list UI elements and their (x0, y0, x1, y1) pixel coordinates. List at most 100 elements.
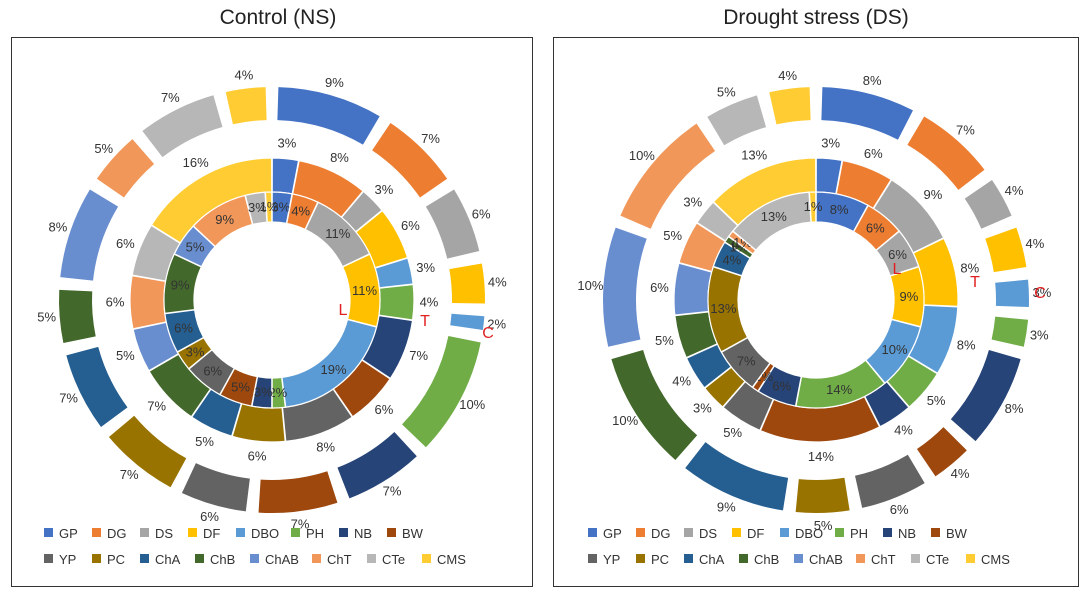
control-label-L-ChT: 9% (215, 212, 234, 227)
drought-ring-C-DF (985, 227, 1027, 273)
legend-label-DF: DF (203, 526, 220, 541)
drought-ring-C-DS (964, 180, 1012, 229)
control-label-C-NB: 7% (383, 483, 402, 498)
control-label-C-DS: 6% (472, 206, 491, 221)
legend-swatch-ChB (739, 554, 748, 563)
control-label-C-CTe: 7% (161, 90, 180, 105)
control-label-T-GP: 3% (278, 136, 297, 151)
legend-label-CMS: CMS (437, 552, 466, 567)
drought-label-T-PC: 3% (693, 400, 712, 415)
legend-label-ChAB: ChAB (265, 552, 299, 567)
legend-swatch-DG (636, 528, 645, 537)
drought-ring-C-ChT (620, 123, 716, 229)
drought-ring-C-DBO (995, 279, 1029, 307)
drought-ring-name-T: T (970, 274, 980, 291)
legend-swatch-YP (44, 554, 53, 563)
legend-label-DG: DG (107, 526, 127, 541)
legend-control: GP DG DS DF DBO PH NB BW YP PC ChA ChB ChAB ChT CTe CMS (44, 526, 466, 567)
drought-label-T-DF: 8% (960, 260, 979, 275)
legend-swatch-CMS (966, 554, 975, 563)
control-label-C-ChAB: 8% (49, 219, 68, 234)
control-ring-C-PH (402, 335, 481, 448)
drought-label-C-PC: 5% (814, 518, 833, 533)
control-ring-C-BW (258, 471, 338, 513)
legend-label-ChT: ChT (871, 552, 896, 567)
drought-label-L-CTe: 13% (761, 209, 787, 224)
drought-label-C-BW: 4% (951, 466, 970, 481)
drought-label-T-GP: 3% (821, 136, 840, 151)
control-label-C-ChB: 5% (37, 310, 56, 325)
control-label-L-ChB: 9% (171, 277, 190, 292)
control-ring-C-ChB (59, 289, 96, 344)
control-ring-C-DG (372, 122, 448, 198)
drought-label-L-DG: 6% (866, 220, 885, 235)
control-label-C-GP: 9% (325, 75, 344, 90)
legend-label-PH: PH (306, 526, 324, 541)
legend-swatch-DBO (780, 528, 789, 537)
drought-label-C-DS: 4% (1005, 183, 1024, 198)
control-ring-L-CMS (264, 191, 273, 223)
drought-label-C-CTe: 5% (717, 85, 736, 100)
drought-ring-name-C: C (1034, 285, 1046, 302)
drought-ring-C-DG (907, 116, 985, 190)
legend-label-NB: NB (354, 526, 372, 541)
control-label-T-CMS: 16% (183, 155, 209, 170)
drought-label-T-ChAB: 6% (650, 280, 669, 295)
control-ring-C-NB (337, 431, 417, 499)
drought-ring-C-GP (821, 87, 913, 140)
legend-label-ChT: ChT (327, 552, 352, 567)
legend-swatch-PH (835, 528, 844, 537)
drought-label-T-ChT: 5% (663, 228, 682, 243)
control-label-L-YP: 6% (203, 364, 222, 379)
control-label-L-PH: 2% (268, 385, 287, 400)
control-label-L-ChAB: 5% (186, 240, 205, 255)
legend-swatch-ChAB (794, 554, 803, 563)
legend-swatch-ChA (684, 554, 693, 563)
drought-label-T-DBO: 8% (957, 338, 976, 353)
drought-label-C-CMS: 4% (778, 68, 797, 83)
legend-swatch-DG (92, 528, 101, 537)
drought-label-L-GP: 8% (830, 202, 849, 217)
drought-label-T-CMS: 13% (741, 148, 767, 163)
drought-label-T-YP: 5% (723, 425, 742, 440)
control-label-L-DG: 4% (291, 204, 310, 219)
control-label-L-NB: 3% (254, 385, 273, 400)
drought-label-C-ChT: 10% (629, 148, 655, 163)
drought-ring-C-BW (916, 427, 967, 477)
control-ring-C-ChT (96, 139, 155, 198)
legend-swatch-PC (636, 554, 645, 563)
donut-chart-control: 9% 7% 6% 4% 2% 10% 7% 7% 6% 7% 7% 5% 8% 5% 7% 4% C 3% 8% 3%… (37, 68, 507, 532)
legend-label-ChB: ChB (210, 552, 235, 567)
panel-drought (553, 37, 1079, 587)
legend-drought: GP DG DS DF DBO PH NB BW YP PC ChA ChB ChAB ChT CTe CMS (588, 526, 1010, 567)
drought-ring-C-NB (950, 349, 1021, 442)
control-label-L-BW: 5% (231, 380, 250, 395)
legend-label-BW: BW (402, 526, 424, 541)
drought-label-C-PH: 3% (1030, 327, 1049, 342)
drought-label-T-PH: 5% (927, 393, 946, 408)
control-ring-C-CTe (142, 95, 223, 158)
control-label-C-CMS: 4% (235, 68, 254, 83)
drought-label-L-YP: 7% (737, 354, 756, 369)
control-ring-C-CMS (225, 87, 267, 125)
control-label-T-NB: 7% (409, 348, 428, 363)
control-ring-name-L: L (339, 302, 348, 319)
control-label-T-ChT: 6% (106, 294, 125, 309)
legend-swatch-ChB (195, 554, 204, 563)
legend-swatch-ChT (312, 554, 321, 563)
control-ring-C-YP (181, 463, 250, 512)
drought-ring-C-YP (855, 454, 925, 508)
control-label-L-ChA: 6% (174, 321, 193, 336)
control-ring-C-DS (425, 189, 480, 259)
drought-label-C-DG: 7% (956, 122, 975, 137)
legend-label-ChA: ChA (699, 552, 725, 567)
drought-label-C-YP: 6% (890, 502, 909, 517)
legend-swatch-BW (931, 528, 940, 537)
drought-ring-name-L: L (893, 261, 902, 278)
control-label-C-PH: 10% (459, 397, 485, 412)
control-label-C-PC: 7% (120, 467, 139, 482)
legend-label-CMS: CMS (981, 552, 1010, 567)
control-label-T-ChAB: 5% (116, 348, 135, 363)
control-ring-T-ChT (129, 274, 167, 330)
control-label-C-BW: 7% (291, 516, 310, 531)
